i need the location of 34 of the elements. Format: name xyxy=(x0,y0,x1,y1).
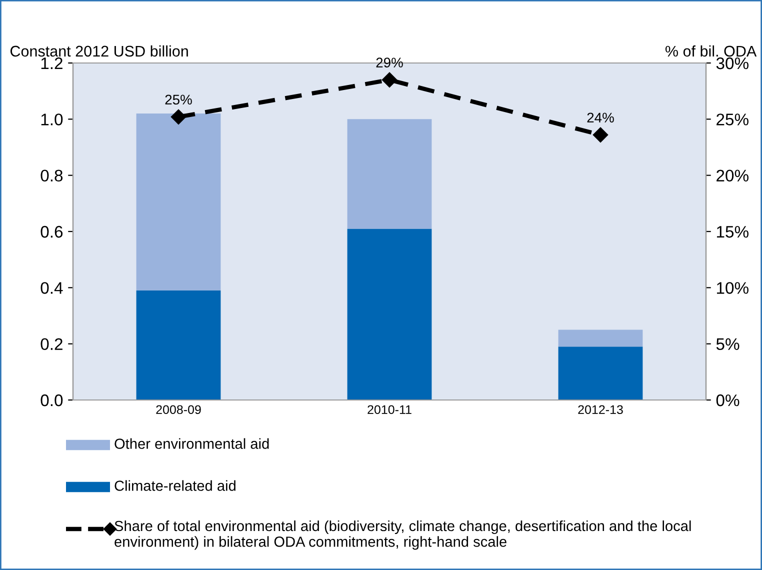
bar xyxy=(347,228,432,400)
legend-label: Climate-related aid xyxy=(114,480,236,491)
point xyxy=(170,109,186,124)
y2-tick-label: 20% xyxy=(716,170,748,182)
y2-tick-label: 15% xyxy=(716,226,748,238)
bar xyxy=(558,330,643,347)
bar xyxy=(136,290,221,400)
x-tick-label: 2012-13 xyxy=(578,405,623,414)
y2-tick-label: 5% xyxy=(716,338,740,350)
point xyxy=(592,127,608,142)
x-tick-label: 2010-11 xyxy=(368,405,412,414)
y-tick-label: 0.6 xyxy=(40,226,63,238)
bar xyxy=(558,346,643,400)
legend-label: Other environmental aid xyxy=(114,438,269,449)
bar xyxy=(136,114,221,290)
legend-label: Share of total environmental aid (biodiversity, climate change, desertification and the local environment) in bilateral ODA commitments, right-hand scale xyxy=(114,520,691,550)
y-tick-label: 1.0 xyxy=(41,114,63,126)
y2-tick-label: 10% xyxy=(716,282,748,294)
bar xyxy=(347,119,432,229)
point xyxy=(382,72,398,88)
y2-tick-label: 30% xyxy=(716,57,748,70)
y-tick-label: 1.2 xyxy=(41,57,62,70)
y-axis-title: Constant 2012 USD billion xyxy=(10,45,188,57)
y2-axis-title: % of bil. ODA xyxy=(665,45,757,57)
y-tick-label: 0.8 xyxy=(40,170,63,182)
data-label: 24% xyxy=(587,112,614,122)
data-label: 25% xyxy=(165,94,192,105)
x-tick-label: 2008-09 xyxy=(156,405,201,414)
y-tick-label: 0.2 xyxy=(40,338,62,350)
y2-tick-label: 0% xyxy=(716,394,740,406)
y2-tick-label: 25% xyxy=(716,114,748,126)
y-tick-label: 0.4 xyxy=(40,282,63,294)
y-tick-label: 0.0 xyxy=(40,394,63,406)
data-label: 29% xyxy=(376,58,403,68)
